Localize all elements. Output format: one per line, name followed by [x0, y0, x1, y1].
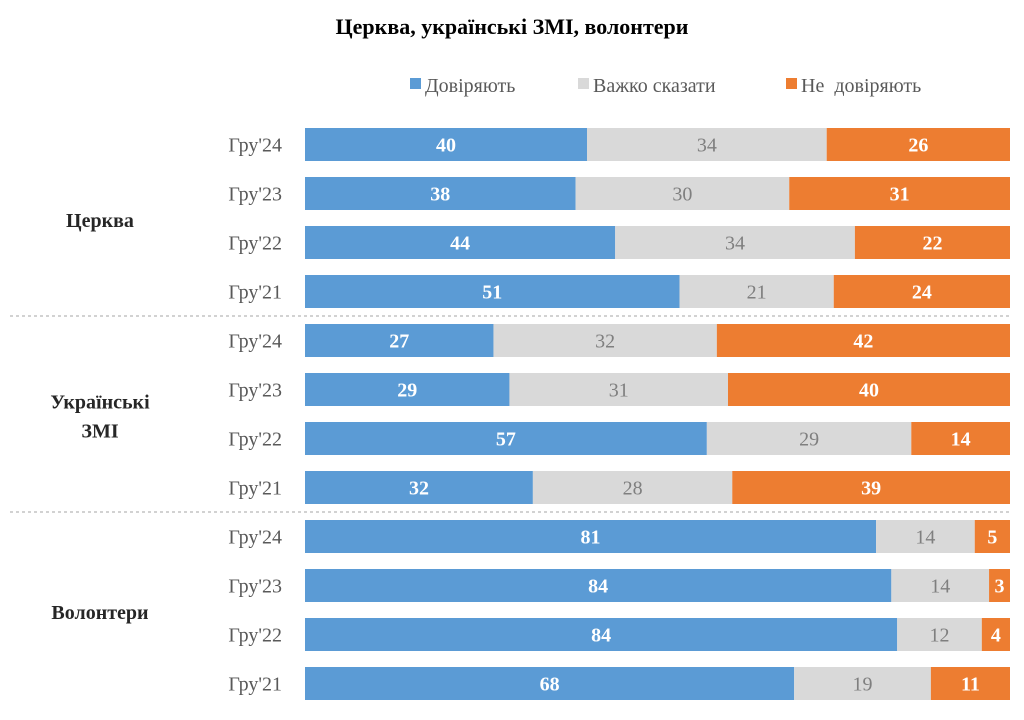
row-label: Гру'24 [228, 527, 282, 549]
bar-segment [716, 324, 1010, 357]
bar-segment [833, 275, 1010, 308]
chart-title: Церква, українські ЗМІ, волонтери [336, 14, 689, 39]
bar-segment [305, 422, 707, 455]
data-label: 28 [623, 478, 643, 500]
data-label: 26 [908, 135, 928, 157]
bar-segment [493, 324, 717, 357]
data-label: 84 [591, 625, 611, 647]
row-label: Гру'23 [228, 380, 282, 402]
legend: Довіряють Важко сказати Не довіряють [410, 75, 921, 97]
row-label: Гру'22 [228, 429, 282, 451]
data-label: 22 [922, 233, 942, 255]
legend-swatch [578, 78, 589, 89]
bar-segment [305, 226, 616, 259]
bar-segment [876, 520, 975, 553]
bar-segment [305, 569, 892, 602]
data-label: 34 [697, 135, 717, 157]
bar-segment [789, 177, 1010, 210]
bar-segment [305, 128, 587, 161]
data-label: 31 [890, 184, 910, 206]
data-label: 34 [725, 233, 745, 255]
data-label: 39 [861, 478, 881, 500]
bar-segment [732, 471, 1010, 504]
data-label: 40 [436, 135, 456, 157]
data-label: 32 [595, 331, 615, 353]
bar-segment [305, 275, 680, 308]
bar-segment [305, 618, 898, 651]
bar-segment [305, 520, 877, 553]
bar-segment [981, 618, 1010, 651]
data-label: 81 [581, 527, 601, 549]
data-label: 57 [496, 429, 516, 451]
data-label: 51 [482, 282, 502, 304]
data-label: 29 [397, 380, 417, 402]
data-label: 42 [853, 331, 873, 353]
data-label: 3 [995, 576, 1005, 598]
data-label: 14 [951, 429, 971, 451]
data-label: 12 [930, 625, 950, 647]
group-label: Волонтери [51, 602, 148, 624]
data-label: 68 [540, 674, 560, 696]
row-label: Гру'23 [228, 184, 282, 206]
group-label: ЗМІ [81, 421, 118, 443]
bar-segment [575, 177, 790, 210]
data-label: 32 [409, 478, 429, 500]
data-label: 30 [672, 184, 692, 206]
bar-segment [897, 618, 982, 651]
data-label: 27 [389, 331, 409, 353]
bar-segment [706, 422, 912, 455]
bar-segment [615, 226, 855, 259]
data-label: 38 [430, 184, 450, 206]
group-label: Церква [66, 210, 134, 232]
data-label: 21 [747, 282, 767, 304]
data-label: 31 [609, 380, 629, 402]
data-label: 24 [912, 282, 932, 304]
bar-segment [305, 373, 510, 406]
data-label: 11 [961, 674, 980, 696]
legend-label: Довіряють [425, 75, 515, 97]
bar-segment [679, 275, 834, 308]
row-label: Гру'21 [228, 478, 282, 500]
bar-segment [794, 667, 931, 700]
bar-segment [305, 471, 533, 504]
bar-segment [989, 569, 1010, 602]
legend-swatch [786, 78, 797, 89]
bar-segment [587, 128, 827, 161]
row-label: Гру'23 [228, 576, 282, 598]
data-label: 40 [859, 380, 879, 402]
legend-swatch [410, 78, 421, 89]
data-label: 5 [987, 527, 997, 549]
legend-label: Важко сказати [593, 75, 716, 97]
bar-segment [728, 373, 1010, 406]
data-label: 14 [930, 576, 950, 598]
row-label: Гру'21 [228, 282, 282, 304]
data-label: 4 [991, 625, 1001, 647]
row-label: Гру'22 [228, 625, 282, 647]
bar-segment [974, 520, 1010, 553]
bar-segment [305, 667, 795, 700]
bar-segment [930, 667, 1010, 700]
row-label: Гру'21 [228, 674, 282, 696]
bar-segment [305, 177, 576, 210]
data-label: 44 [450, 233, 470, 255]
bar-segment [891, 569, 990, 602]
bar-segment [532, 471, 733, 504]
row-label: Гру'24 [228, 135, 282, 157]
bar-segment [509, 373, 728, 406]
data-label: 19 [853, 674, 873, 696]
bar-segment [826, 128, 1010, 161]
bar-segment [854, 226, 1010, 259]
row-label: Гру'22 [228, 233, 282, 255]
bar-segment [305, 324, 494, 357]
data-label: 14 [915, 527, 935, 549]
data-label: 29 [799, 429, 819, 451]
bar-segment [911, 422, 1010, 455]
legend-label: Не довіряють [801, 75, 921, 97]
data-label: 84 [588, 576, 608, 598]
group-label: Українські [50, 392, 150, 414]
row-label: Гру'24 [228, 331, 282, 353]
